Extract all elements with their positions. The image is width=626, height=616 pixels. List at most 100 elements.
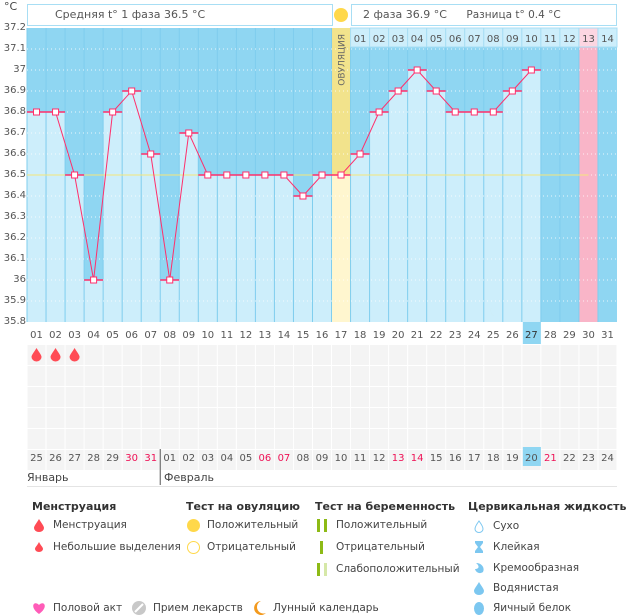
symptom-cell (84, 366, 103, 386)
cycle-day-label: 31 (601, 330, 614, 341)
symptom-cell (274, 450, 293, 470)
symptom-cell (84, 429, 103, 449)
cycle-day-label: 03 (68, 330, 81, 341)
symptom-cell (103, 429, 122, 449)
legend-dry: Сухо (472, 519, 519, 533)
menstruation-drop-icon (69, 348, 80, 362)
day-column (540, 47, 560, 322)
symptom-cell (65, 450, 84, 470)
symptom-cell (293, 408, 312, 428)
symptom-cell (351, 429, 370, 449)
date-label: 06 (259, 453, 272, 464)
symptom-cell (312, 408, 332, 428)
symptom-cell (579, 450, 598, 470)
temperature-point (470, 108, 478, 116)
temperature-point (185, 129, 193, 137)
legend-label: Сухо (493, 520, 520, 532)
date-label: 04 (220, 453, 233, 464)
symptom-cell (198, 387, 217, 407)
symptom-cell (255, 366, 274, 386)
symptom-cell (579, 429, 598, 449)
symptom-cell (541, 387, 560, 407)
cycle-day-label: 14 (278, 330, 291, 341)
ovulation-sun-icon (334, 8, 348, 22)
symptom-cell (465, 450, 484, 470)
symptom-cell (65, 366, 84, 386)
symptom-cell (84, 387, 103, 407)
phase2-day-label: 14 (601, 34, 614, 45)
temperature-bar (217, 175, 237, 322)
phase2-day-label: 01 (354, 34, 367, 45)
date-label: 25 (30, 453, 43, 464)
symptom-cell (389, 450, 408, 470)
symptom-cell (484, 408, 503, 428)
symptom-cell (160, 450, 179, 470)
y-tick-label: 36 (13, 274, 26, 285)
today-highlight (522, 322, 541, 344)
legend-label: Клейкая (493, 541, 540, 553)
ovulation-column-lower (331, 175, 351, 322)
symptom-cell (274, 408, 293, 428)
date-label: 31 (144, 453, 157, 464)
cycle-day-label: 28 (544, 330, 557, 341)
symptom-cell (503, 450, 522, 470)
y-tick-label: 36.5 (3, 169, 26, 180)
symptom-cell (160, 366, 179, 386)
day-column (578, 47, 598, 322)
legend-label: Прием лекарств (153, 602, 243, 614)
symptom-cell (122, 408, 141, 428)
cycle-day-label: 04 (87, 330, 100, 341)
two-lines-icon (315, 518, 329, 532)
symptom-cell (198, 345, 217, 365)
symptom-cell (484, 450, 503, 470)
symptom-cell (332, 387, 351, 407)
symptom-cell (255, 345, 274, 365)
symptom-cell (141, 408, 160, 428)
date-label: 28 (87, 453, 100, 464)
symptom-cell (160, 408, 179, 428)
symptom-cell (141, 366, 160, 386)
cycle-day-label: 09 (182, 330, 195, 341)
symptom-cell (389, 408, 408, 428)
temperature-bar (464, 112, 484, 322)
legend-label: Водянистая (493, 582, 559, 594)
y-tick-label: 36.4 (3, 190, 26, 201)
temperature-bar (122, 91, 142, 322)
phase2-day-label: 03 (392, 34, 405, 45)
date-label: 29 (106, 453, 119, 464)
symptom-cell (370, 429, 389, 449)
symptom-cell (446, 408, 465, 428)
symptom-cell (503, 387, 522, 407)
legend-egg-white: Яичный белок (472, 601, 571, 615)
symptom-cell (579, 387, 598, 407)
symptom-cell (598, 345, 617, 365)
temperature-point (318, 171, 326, 179)
symptom-cell (103, 345, 122, 365)
symptom-cell (293, 366, 312, 386)
date-label: 14 (411, 453, 424, 464)
phase2-day-label: 09 (506, 34, 519, 45)
legend-label: Слабоположительный (336, 563, 460, 575)
temperature-point (204, 171, 212, 179)
temperature-point (299, 192, 307, 200)
temperature-chart: 01 25 02 26 03 27 04 28 05 29 06 30 07 31 08 01 09 02 10 03… (26, 27, 618, 485)
symptom-cell (446, 450, 465, 470)
date-label: 26 (49, 453, 62, 464)
cycle-day-label: 12 (240, 330, 253, 341)
cycle-day-label: 22 (430, 330, 443, 341)
symptom-cell (217, 387, 236, 407)
date-label: 03 (201, 453, 214, 464)
symptom-cell (408, 387, 427, 407)
symptom-cell (141, 429, 160, 449)
symptom-cell (141, 387, 160, 407)
legend-menstruation-title: Менструация (32, 500, 117, 513)
y-tick-label: 36.2 (3, 232, 26, 243)
legend-label: Половой акт (53, 602, 123, 614)
symptom-cell (465, 387, 484, 407)
symptom-cell (141, 345, 160, 365)
legend-ovulation-positive: Положительный (186, 518, 298, 532)
symptom-cell (370, 366, 389, 386)
symptom-cell (255, 429, 274, 449)
outline-drop-icon (472, 519, 486, 533)
temperature-point (394, 87, 402, 95)
